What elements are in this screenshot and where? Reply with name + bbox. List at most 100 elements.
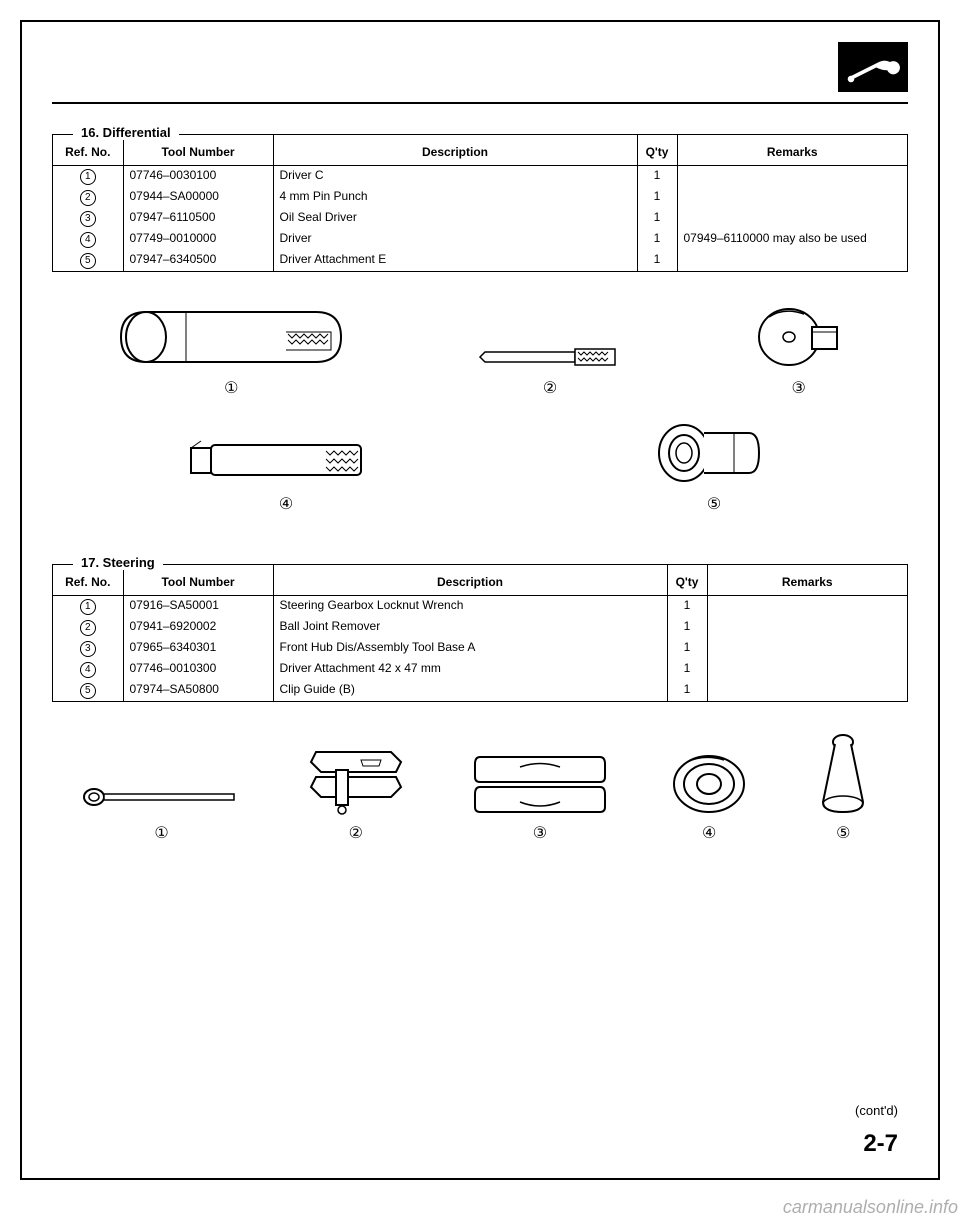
cell-desc: Driver C xyxy=(273,166,637,188)
cell-desc: Driver Attachment E xyxy=(273,250,637,271)
cell-remarks xyxy=(677,166,907,188)
table-row: 507947–6340500Driver Attachment E1 xyxy=(53,250,907,271)
cell-tool: 07746–0030100 xyxy=(123,166,273,188)
cell-qty: 1 xyxy=(637,229,677,250)
table-row: 507974–SA50800Clip Guide (B)1 xyxy=(53,680,907,701)
illus-16-5: ⑤ xyxy=(654,418,774,514)
cell-desc: Steering Gearbox Locknut Wrench xyxy=(273,596,667,618)
section-16-box: 16. Differential Ref. No. Tool Number De… xyxy=(52,134,908,272)
cell-remarks xyxy=(707,596,907,618)
cell-remarks xyxy=(707,659,907,680)
top-divider xyxy=(52,102,908,104)
table-row: 407749–0010000Driver107949–6110000 may a… xyxy=(53,229,907,250)
illus-17-3: ③ xyxy=(470,752,610,843)
cell-remarks xyxy=(677,250,907,271)
illus-17-4-label: ④ xyxy=(702,825,716,842)
section-17-table: Ref. No. Tool Number Description Q'ty Re… xyxy=(53,565,907,701)
cell-remarks xyxy=(707,680,907,701)
table-row: 107916–SA50001Steering Gearbox Locknut W… xyxy=(53,596,907,618)
illus-16-4: ④ xyxy=(186,433,386,514)
cell-qty: 1 xyxy=(637,187,677,208)
cell-tool: 07746–0010300 xyxy=(123,659,273,680)
cell-remarks: 07949–6110000 may also be used xyxy=(677,229,907,250)
table-row: 207941–6920002Ball Joint Remover1 xyxy=(53,617,907,638)
illus-17-3-label: ③ xyxy=(533,825,547,842)
cell-remarks xyxy=(677,187,907,208)
illus-17-5: ⑤ xyxy=(808,732,878,843)
cell-tool: 07947–6340500 xyxy=(123,250,273,271)
cell-tool: 07749–0010000 xyxy=(123,229,273,250)
cell-desc: Front Hub Dis/Assembly Tool Base A xyxy=(273,638,667,659)
illus-16-2: ② xyxy=(475,342,625,398)
illus-17-2-label: ② xyxy=(349,825,363,842)
contd-text: (cont'd) xyxy=(855,1103,898,1118)
illus-16-3: ③ xyxy=(754,302,844,398)
cell-qty: 1 xyxy=(637,208,677,229)
table-row: 307947–6110500Oil Seal Driver1 xyxy=(53,208,907,229)
cell-desc: Clip Guide (B) xyxy=(273,680,667,701)
cell-ref: 1 xyxy=(53,596,123,618)
cell-qty: 1 xyxy=(637,166,677,188)
wrench-icon xyxy=(846,50,901,85)
cell-remarks xyxy=(707,617,907,638)
cell-desc: 4 mm Pin Punch xyxy=(273,187,637,208)
watermark: carmanualsonline.info xyxy=(783,1197,958,1218)
cell-ref: 3 xyxy=(53,208,123,229)
cell-ref: 4 xyxy=(53,229,123,250)
cell-qty: 1 xyxy=(667,659,707,680)
table-row: 107746–0030100Driver C1 xyxy=(53,166,907,188)
illus-17-2: ② xyxy=(301,742,411,843)
illus-16-2-label: ② xyxy=(543,380,557,397)
illus-17-4: ④ xyxy=(669,752,749,843)
section-17-illustrations: ① ② ③ xyxy=(52,722,908,853)
col-desc: Description xyxy=(273,565,667,596)
illus-16-1: ① xyxy=(116,302,346,398)
cell-tool: 07974–SA50800 xyxy=(123,680,273,701)
table-row: 307965–6340301Front Hub Dis/Assembly Too… xyxy=(53,638,907,659)
cell-desc: Driver xyxy=(273,229,637,250)
cell-remarks xyxy=(677,208,907,229)
illus-17-5-label: ⑤ xyxy=(836,825,850,842)
cell-ref: 1 xyxy=(53,166,123,188)
table-row: 207944–SA000004 mm Pin Punch1 xyxy=(53,187,907,208)
illus-16-5-label: ⑤ xyxy=(707,496,721,513)
cell-tool: 07916–SA50001 xyxy=(123,596,273,618)
section-17-title: 17. Steering xyxy=(73,555,163,570)
illus-17-1-label: ① xyxy=(154,825,168,842)
cell-qty: 1 xyxy=(667,638,707,659)
wrench-icon-badge xyxy=(838,42,908,92)
col-qty: Q'ty xyxy=(667,565,707,596)
cell-desc: Ball Joint Remover xyxy=(273,617,667,638)
section-16-illustrations: ① ② ③ xyxy=(52,292,908,524)
cell-ref: 5 xyxy=(53,250,123,271)
cell-desc: Oil Seal Driver xyxy=(273,208,637,229)
section-17-box: 17. Steering Ref. No. Tool Number Descri… xyxy=(52,564,908,702)
cell-ref: 2 xyxy=(53,617,123,638)
page-number: 2-7 xyxy=(863,1130,898,1158)
cell-qty: 1 xyxy=(667,617,707,638)
col-qty: Q'ty xyxy=(637,135,677,166)
cell-ref: 4 xyxy=(53,659,123,680)
cell-ref: 3 xyxy=(53,638,123,659)
cell-qty: 1 xyxy=(637,250,677,271)
cell-tool: 07965–6340301 xyxy=(123,638,273,659)
illus-17-1: ① xyxy=(82,777,242,843)
cell-tool: 07941–6920002 xyxy=(123,617,273,638)
illus-16-3-label: ③ xyxy=(791,380,805,397)
cell-tool: 07947–6110500 xyxy=(123,208,273,229)
section-16-title: 16. Differential xyxy=(73,125,179,140)
illus-16-4-label: ④ xyxy=(279,496,293,513)
col-desc: Description xyxy=(273,135,637,166)
col-remarks: Remarks xyxy=(707,565,907,596)
cell-ref: 5 xyxy=(53,680,123,701)
cell-qty: 1 xyxy=(667,680,707,701)
cell-desc: Driver Attachment 42 x 47 mm xyxy=(273,659,667,680)
cell-qty: 1 xyxy=(667,596,707,618)
cell-remarks xyxy=(707,638,907,659)
col-remarks: Remarks xyxy=(677,135,907,166)
section-16-table: Ref. No. Tool Number Description Q'ty Re… xyxy=(53,135,907,271)
illus-16-1-label: ① xyxy=(224,380,238,397)
cell-ref: 2 xyxy=(53,187,123,208)
table-row: 407746–0010300Driver Attachment 42 x 47 … xyxy=(53,659,907,680)
cell-tool: 07944–SA00000 xyxy=(123,187,273,208)
